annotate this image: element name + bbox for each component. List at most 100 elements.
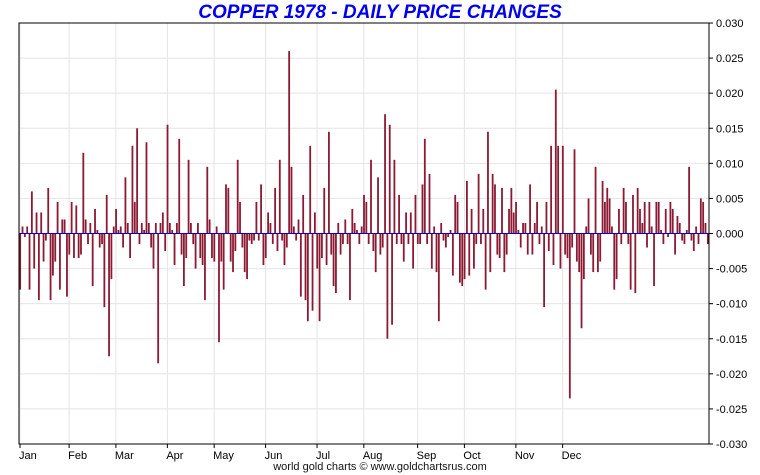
price-change-bar: [702, 201, 705, 234]
month-label: Aug: [363, 450, 383, 462]
price-change-bar: [54, 233, 57, 262]
price-change-bar: [433, 226, 436, 234]
price-change-bar: [246, 233, 248, 280]
price-change-bar: [101, 233, 103, 245]
price-change-bar: [517, 229, 520, 234]
y-tick-label: -0.015: [716, 334, 747, 346]
price-change-bar: [468, 233, 471, 276]
price-change-bar: [526, 233, 529, 255]
price-change-bar: [466, 180, 468, 234]
chart-title: COPPER 1978 - DAILY PRICE CHANGES: [198, 2, 562, 23]
price-change-bar: [419, 233, 422, 245]
price-change-bar: [166, 124, 169, 234]
price-change-bar: [444, 233, 447, 248]
price-change-bar: [412, 233, 415, 269]
price-change-bar: [494, 184, 496, 234]
price-change-bar: [117, 229, 120, 234]
month-label: Dec: [562, 450, 582, 462]
price-change-bar: [674, 233, 676, 255]
price-change-bar: [634, 233, 637, 294]
price-change-bar: [662, 233, 665, 245]
price-change-bar: [23, 233, 26, 238]
price-change-bar: [578, 233, 581, 273]
price-change-bar: [428, 173, 431, 234]
price-change-bar: [68, 233, 71, 255]
price-change-bar: [126, 222, 129, 234]
price-change-bar: [571, 233, 574, 248]
price-change-bar: [124, 177, 127, 234]
price-change-bar: [489, 233, 492, 273]
price-change-bar: [501, 187, 503, 234]
price-change-bar: [262, 233, 265, 266]
price-change-bar: [498, 233, 501, 259]
y-tick-label: 0.000: [716, 229, 744, 241]
price-change-bar: [384, 114, 386, 234]
price-change-bar: [648, 201, 651, 234]
price-change-bar: [320, 233, 323, 259]
price-change-bar: [559, 233, 562, 269]
price-change-bar: [87, 233, 89, 245]
price-change-bar: [477, 173, 480, 234]
price-change-bar: [400, 233, 403, 245]
price-change-bar: [37, 233, 40, 301]
price-change-bar: [26, 226, 29, 234]
price-change-bar: [42, 233, 45, 262]
price-change-bar: [339, 233, 342, 255]
price-change-bar: [73, 233, 75, 259]
price-change-bar: [145, 142, 148, 234]
month-label: Jul: [316, 450, 330, 462]
price-change-bar: [33, 233, 36, 269]
price-change-bar: [194, 233, 197, 269]
price-change-bar: [52, 233, 54, 276]
price-change-bar: [44, 233, 47, 241]
price-change-bar: [138, 233, 141, 245]
price-change-bar: [335, 233, 337, 294]
price-change-bar: [611, 226, 613, 234]
price-change-bar: [395, 233, 398, 245]
price-change-bar: [103, 233, 106, 308]
price-change-bar: [19, 233, 22, 290]
plot-frame: [18, 22, 710, 445]
price-change-bar: [168, 222, 171, 234]
price-change-bar: [653, 233, 655, 287]
price-change-bar: [372, 233, 375, 252]
price-change-bar: [533, 222, 536, 234]
price-change-bar: [377, 177, 379, 234]
price-change-bar: [250, 233, 253, 245]
price-change-bar: [484, 233, 487, 290]
price-change-bar: [215, 226, 218, 234]
price-change-bar: [643, 201, 646, 234]
price-change-bar: [629, 233, 632, 290]
price-change-bar: [313, 212, 316, 234]
price-change-bar: [487, 131, 489, 234]
price-change-bar: [667, 233, 669, 238]
price-change-bar: [550, 145, 553, 234]
price-change-bar: [105, 194, 108, 234]
price-change-bar: [161, 212, 164, 234]
price-change-bar: [447, 233, 450, 238]
price-change-bar: [449, 229, 452, 234]
price-change-bar: [363, 194, 365, 234]
price-change-bar: [671, 208, 674, 234]
price-change-bar: [470, 208, 473, 234]
price-change-bar: [264, 233, 267, 259]
price-change-bar: [323, 187, 326, 234]
price-change-bar: [370, 159, 372, 234]
price-change-bar: [269, 222, 272, 234]
price-change-bar: [204, 233, 206, 301]
price-change-bar: [80, 233, 82, 255]
price-change-bar: [248, 233, 251, 241]
price-change-bar: [243, 233, 246, 273]
price-change-bar: [463, 233, 466, 280]
price-change-bar: [309, 145, 312, 234]
price-change-bar: [407, 233, 410, 245]
price-change-bar: [620, 233, 623, 245]
price-change-bar: [84, 219, 87, 234]
price-change-bar: [545, 201, 548, 234]
price-change-bar: [690, 233, 693, 241]
price-change-bar: [157, 233, 160, 364]
price-change-bar: [201, 233, 204, 266]
price-change-bar: [503, 233, 506, 273]
price-change-bar: [110, 233, 113, 280]
price-change-bar: [211, 233, 213, 259]
